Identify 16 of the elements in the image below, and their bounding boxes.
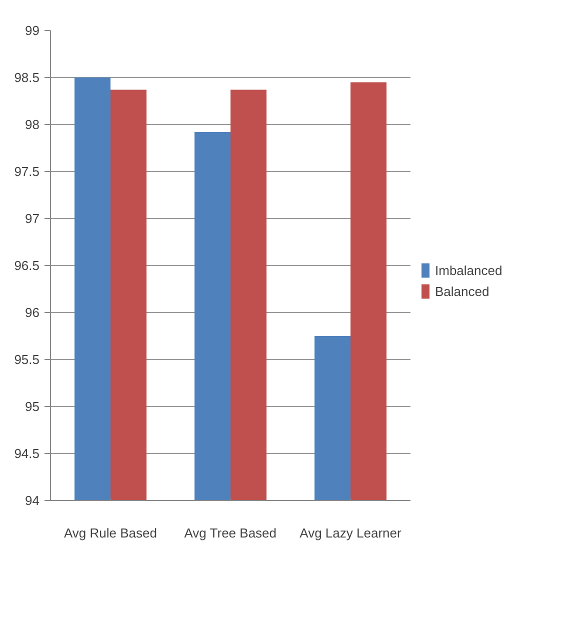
- y-tick-label: 97: [25, 211, 40, 226]
- y-tick-label: 94: [25, 493, 40, 508]
- y-tick-label: 98: [25, 117, 40, 132]
- y-tick-label: 99: [25, 23, 40, 38]
- y-tick-label: 98.5: [14, 70, 40, 85]
- y-tick-label: 97.5: [14, 164, 40, 179]
- y-tick-label: 96: [25, 305, 40, 320]
- y-tick-label: 94.5: [14, 446, 40, 461]
- y-tick-label: 95: [25, 399, 40, 414]
- y-tick-label: 96.5: [14, 258, 40, 273]
- x-tick-label: Avg Tree Based: [184, 526, 277, 540]
- legend-label: Balanced: [435, 284, 490, 298]
- x-tick-label: Avg Lazy Learner: [300, 526, 402, 540]
- y-tick-label: 95.5: [14, 352, 40, 367]
- x-tick-label: Avg Rule Based: [64, 526, 158, 540]
- legend-label: Imbalanced: [435, 262, 502, 278]
